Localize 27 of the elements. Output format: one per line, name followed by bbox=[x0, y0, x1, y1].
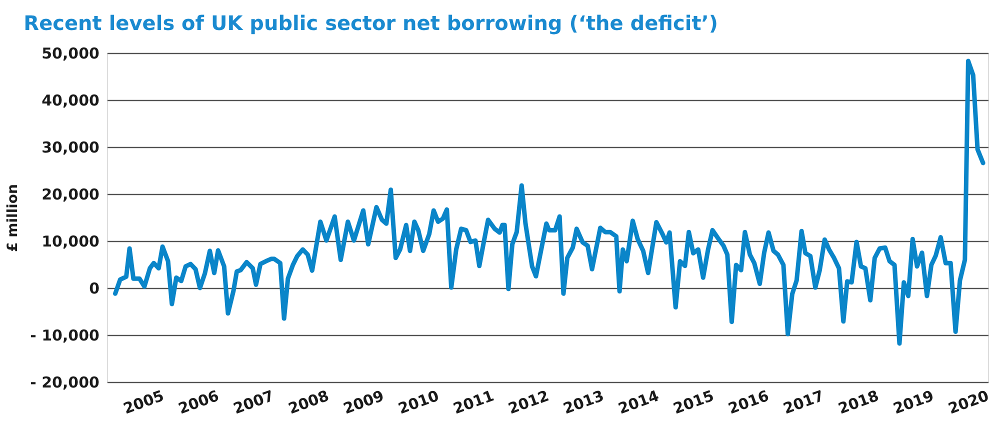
y-tick-label: - 10,000 bbox=[30, 326, 100, 344]
x-tick-label: 2016 bbox=[726, 386, 772, 418]
x-tick-label: 2017 bbox=[780, 386, 826, 418]
y-tick-label: 10,000 bbox=[42, 232, 100, 250]
x-tick-label: 2019 bbox=[890, 386, 936, 418]
line-series bbox=[113, 58, 986, 346]
x-tick-label: 2015 bbox=[670, 386, 716, 418]
y-tick-label: 20,000 bbox=[42, 186, 100, 204]
y-tick-label: 30,000 bbox=[42, 138, 100, 156]
y-tick-label: 0 bbox=[89, 280, 100, 298]
x-tick-label: 2014 bbox=[616, 386, 662, 418]
chart-title: Recent levels of UK public sector net borrowing (‘the deficit’) bbox=[24, 11, 718, 35]
x-tick-label: 2018 bbox=[836, 386, 882, 418]
x-tick-label: 2006 bbox=[176, 386, 222, 418]
y-tick-label: 40,000 bbox=[42, 92, 100, 110]
x-tick-label: 2009 bbox=[340, 386, 386, 418]
x-tick-label: 2011 bbox=[450, 386, 496, 418]
x-tick-label: 2012 bbox=[506, 386, 552, 418]
x-tick-label: 2008 bbox=[286, 386, 332, 418]
x-tick-label: 2013 bbox=[560, 386, 606, 418]
x-tick-label: 2020 bbox=[946, 386, 992, 418]
x-tick-label: 2005 bbox=[120, 386, 166, 418]
y-axis-title: £ million bbox=[5, 184, 22, 252]
y-tick-label: - 20,000 bbox=[30, 374, 100, 392]
x-tick-label: 2010 bbox=[396, 386, 442, 418]
y-tick-label: 50,000 bbox=[42, 44, 100, 62]
x-tick-label: 2007 bbox=[230, 386, 276, 418]
